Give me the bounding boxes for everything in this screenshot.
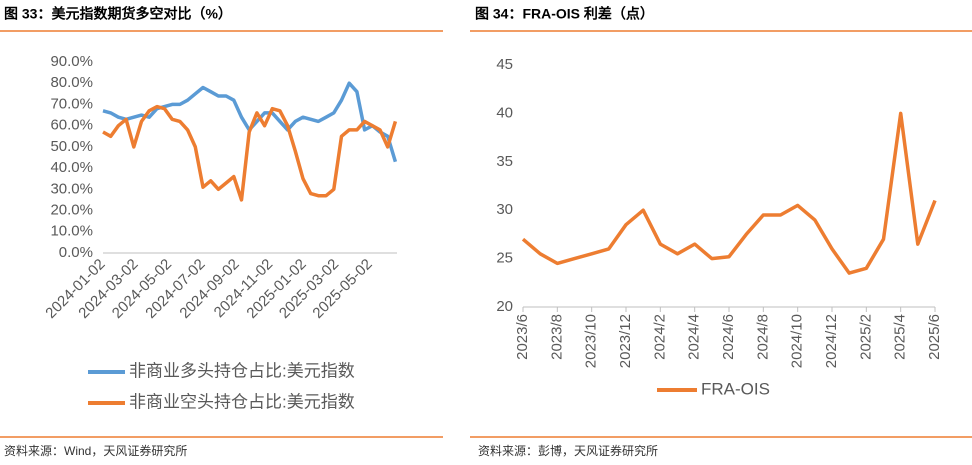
- x-tick-label: 2024/6: [720, 314, 737, 360]
- series-line: [521, 111, 937, 275]
- x-tick-label: 2024/8: [754, 314, 771, 360]
- x-tick-label: 2025/4: [892, 314, 909, 360]
- y-tick-label: 0.0%: [59, 244, 93, 261]
- y-tick-label: 35: [496, 153, 513, 170]
- legend-label: FRA-OIS: [701, 379, 770, 398]
- y-tick-label: 60.0%: [50, 117, 93, 134]
- y-tick-label: 20: [496, 298, 513, 315]
- x-tick-label: 2023/10: [583, 314, 600, 368]
- y-tick-label: 40: [496, 104, 513, 121]
- x-tick-label: 2024/4: [686, 314, 703, 360]
- x-tick-label: 2024/12: [823, 314, 840, 368]
- y-tick-label: 70.0%: [50, 95, 93, 112]
- legend-label: 非商业空头持仓占比:美元指数: [129, 392, 355, 411]
- legend-label: 非商业多头持仓占比:美元指数: [129, 361, 355, 380]
- x-tick-label: 2023/6: [514, 314, 531, 360]
- x-tick-label: 2023/12: [617, 314, 634, 368]
- source: 资料来源：Wind，天风证券研究所: [4, 443, 187, 458]
- x-tick-label: 2025/2: [857, 314, 874, 360]
- x-tick-label: 2024/10: [789, 314, 806, 368]
- y-tick-label: 25: [496, 250, 513, 267]
- y-tick-label: 30.0%: [50, 180, 93, 197]
- x-tick-label: 2025/6: [926, 314, 943, 360]
- chart-title: 图 33：美元指数期货多空对比（%）: [4, 6, 232, 22]
- y-tick-label: 50.0%: [50, 138, 93, 155]
- series-line: [102, 81, 398, 163]
- source: 资料来源：彭博，天风证券研究所: [478, 443, 658, 458]
- y-tick-label: 10.0%: [50, 223, 93, 240]
- y-tick-label: 20.0%: [50, 202, 93, 219]
- x-tick-label: 2023/8: [548, 314, 565, 360]
- y-tick-label: 45: [496, 56, 513, 73]
- y-tick-label: 80.0%: [50, 74, 93, 91]
- series-line: [102, 104, 398, 202]
- x-tick-label: 2024/2: [651, 314, 668, 360]
- chart-title: 图 34：FRA-OIS 利差（点）: [475, 6, 654, 22]
- y-tick-label: 30: [496, 201, 513, 218]
- y-tick-label: 40.0%: [50, 159, 93, 176]
- y-tick-label: 90.0%: [50, 53, 93, 70]
